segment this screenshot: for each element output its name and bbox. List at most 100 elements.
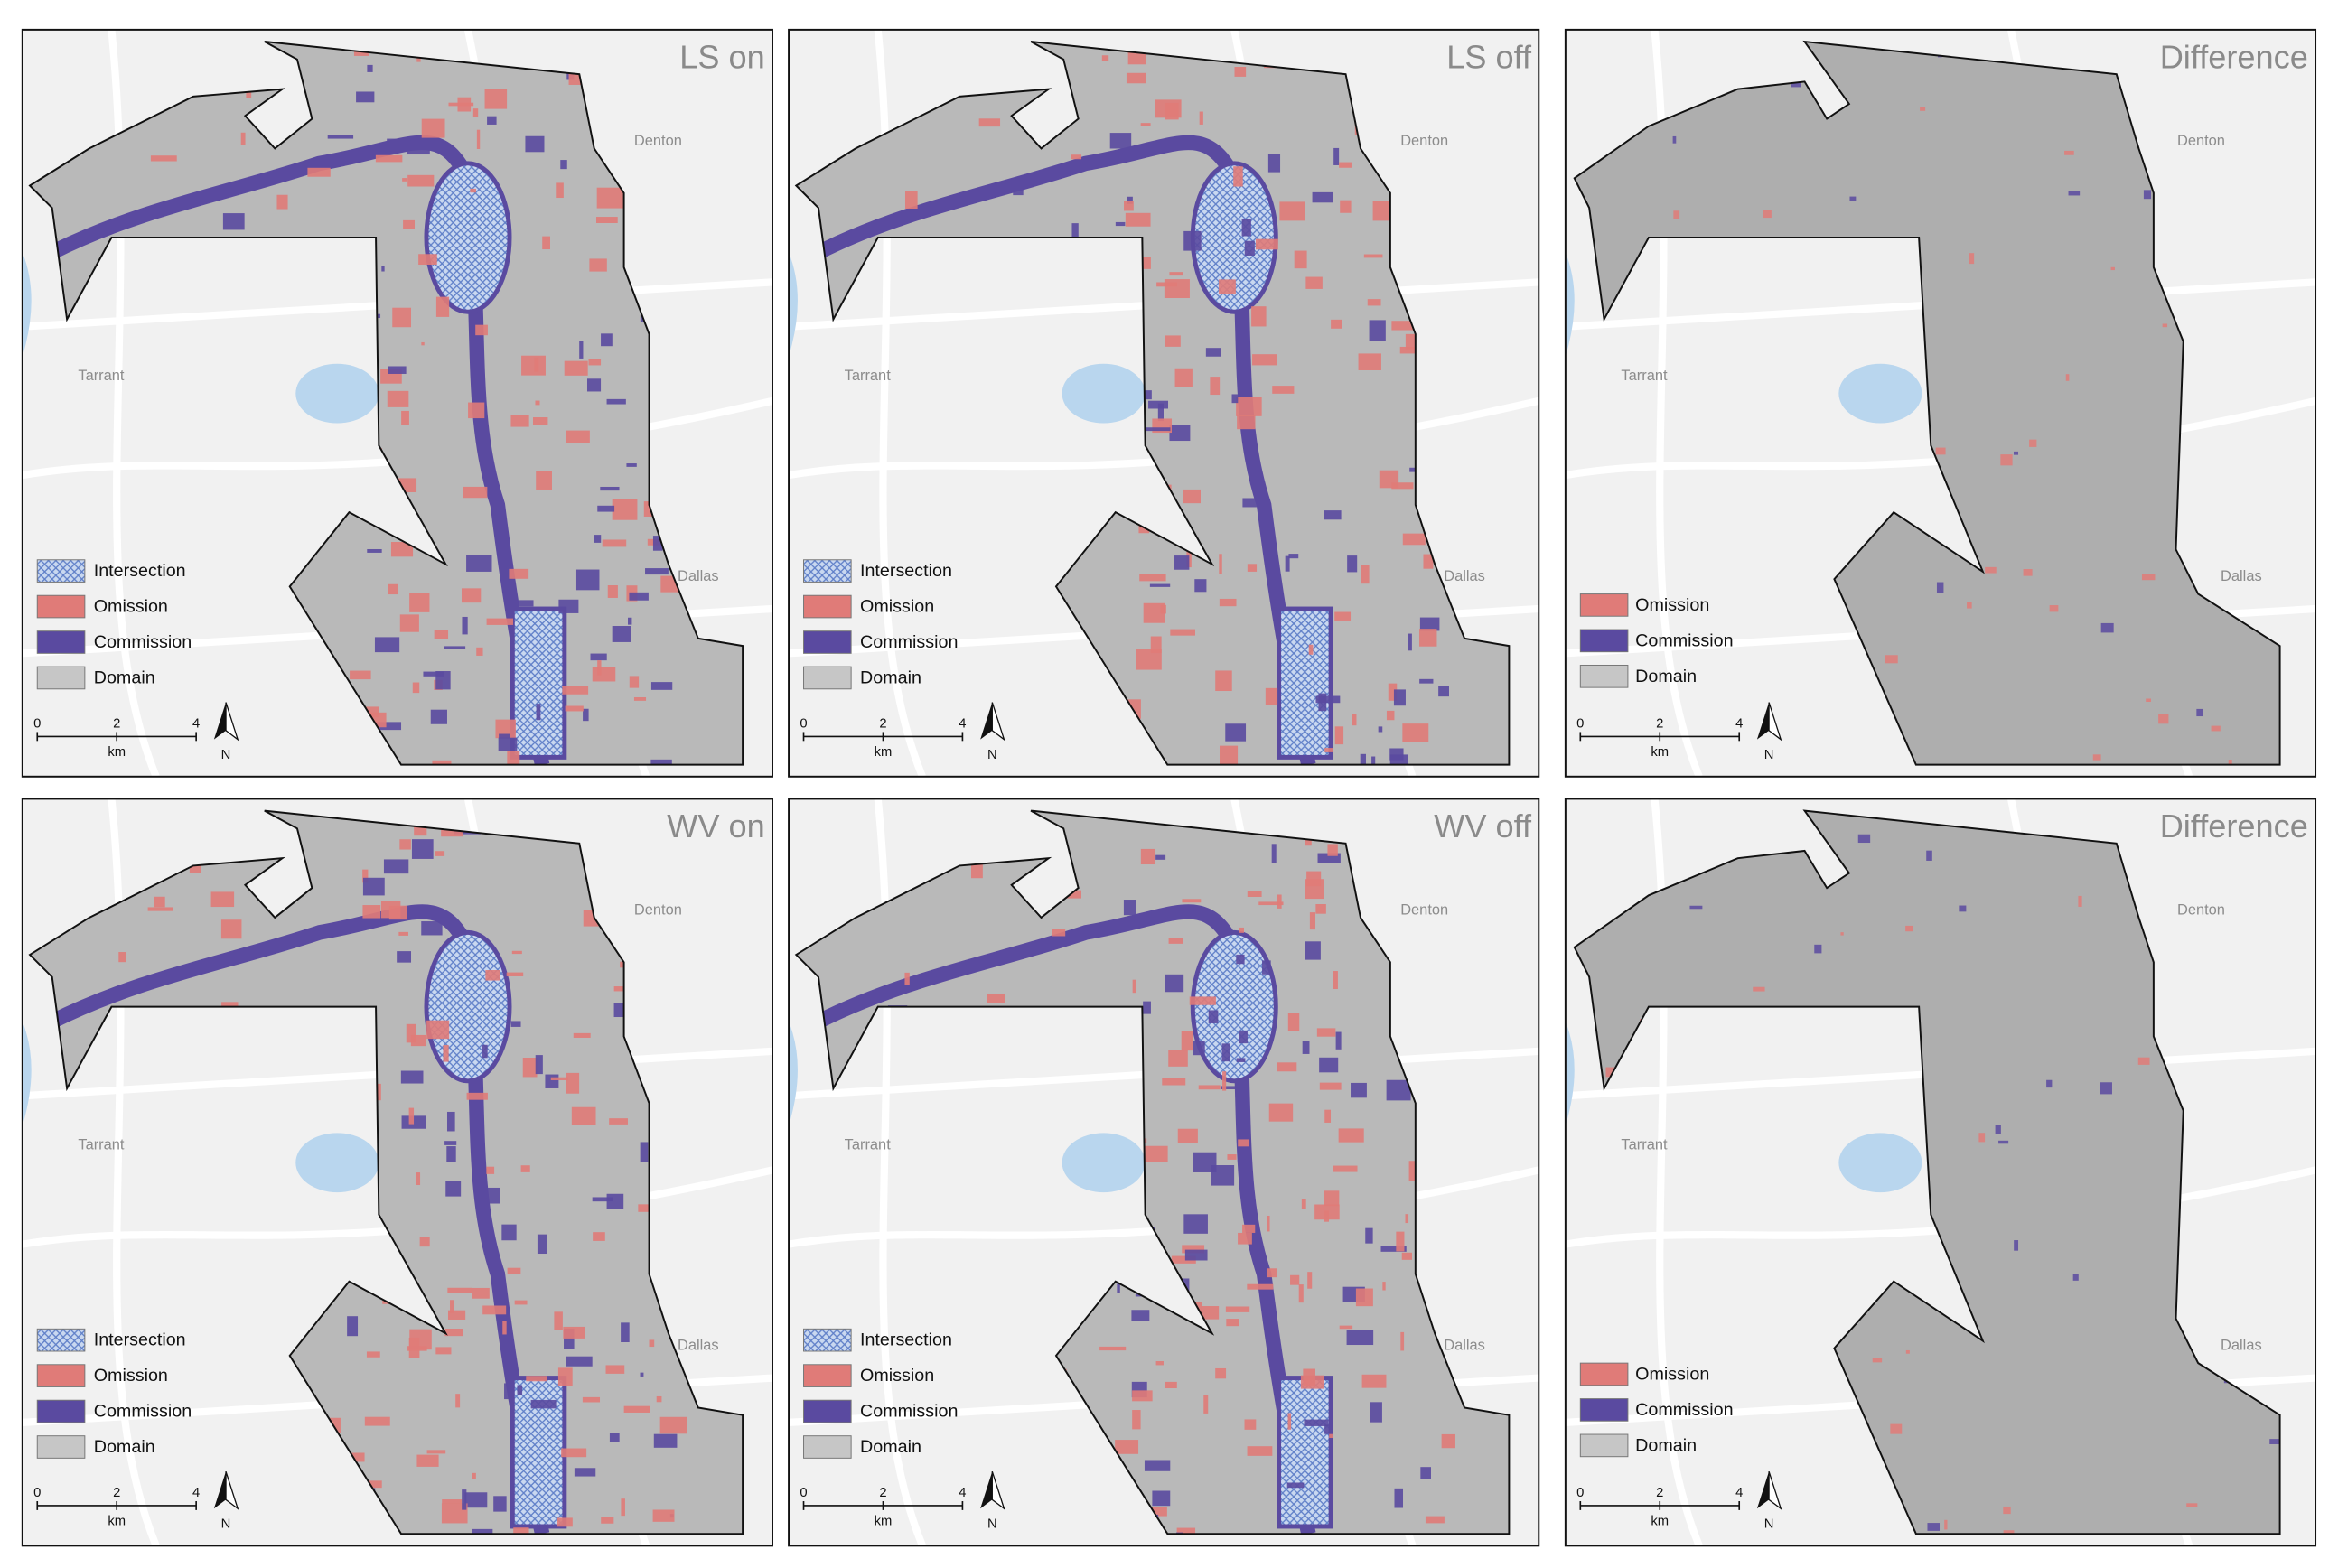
map-panel: Difference Denton Tarrant Dallas Omission Com…: [1564, 798, 2317, 1547]
omission: [1268, 1103, 1294, 1122]
omission: [1401, 1252, 1413, 1260]
legend-label: Intersection: [860, 561, 952, 581]
legend-swatch: [36, 1328, 86, 1352]
commission: [1305, 941, 1321, 960]
legend-swatch: [36, 1435, 86, 1459]
omission: [521, 355, 546, 376]
omission: [1251, 306, 1267, 327]
omission: [596, 217, 618, 223]
commission: [2143, 190, 2152, 200]
omission: [485, 970, 500, 981]
commission: [1302, 1041, 1310, 1054]
legend-label: Commission: [94, 632, 192, 652]
omission: [1183, 489, 1201, 504]
omission: [154, 896, 165, 908]
omission: [593, 1232, 605, 1241]
omission: [1319, 1082, 1342, 1090]
legend-label: Commission: [94, 1402, 192, 1422]
omission: [1170, 629, 1195, 636]
omission: [1101, 55, 1109, 61]
omission: [475, 324, 488, 336]
omission: [1333, 971, 1338, 990]
commission: [1211, 1165, 1235, 1186]
scale-label: 0: [800, 1486, 807, 1500]
omission: [1423, 554, 1434, 569]
commission: [1144, 1460, 1171, 1471]
commission: [1225, 723, 1247, 742]
commission: [1184, 1249, 1208, 1261]
scale-label: 2: [113, 1486, 120, 1500]
omission: [522, 1058, 538, 1078]
county-label: Denton: [634, 902, 682, 919]
omission: [1136, 649, 1162, 670]
commission: [1109, 133, 1132, 149]
commission: [462, 616, 468, 635]
omission: [1242, 1224, 1256, 1233]
commission: [1071, 223, 1079, 239]
omission: [557, 1367, 573, 1386]
omission: [1140, 848, 1155, 865]
intersection: [424, 161, 512, 314]
commission: [564, 1329, 575, 1349]
commission: [590, 653, 607, 661]
commission: [1164, 974, 1184, 993]
omission: [649, 1339, 655, 1348]
commission: [1419, 617, 1440, 631]
commission: [574, 1468, 596, 1477]
commission: [1148, 400, 1169, 409]
omission: [904, 972, 910, 985]
omission: [1132, 979, 1136, 994]
omission: [550, 1077, 568, 1081]
omission: [1150, 636, 1162, 654]
commission: [2100, 622, 2114, 633]
omission: [1267, 1268, 1277, 1278]
north-arrow: [991, 1470, 1005, 1511]
omission: [1237, 415, 1256, 430]
commission: [466, 555, 492, 572]
commission: [493, 1496, 507, 1512]
scale-label: 2: [1656, 1486, 1663, 1500]
panel-frame: [1564, 798, 2317, 1547]
county-label: Dallas: [678, 568, 719, 584]
omission: [1236, 397, 1262, 416]
commission: [375, 722, 402, 731]
intersection: [510, 606, 567, 760]
commission: [535, 1055, 543, 1075]
intersection: [1277, 606, 1333, 760]
omission: [526, 1376, 547, 1382]
omission: [629, 676, 640, 688]
omission: [1201, 1306, 1220, 1320]
domain-outline: [794, 809, 1511, 1535]
commission: [445, 1181, 462, 1197]
omission: [210, 891, 235, 908]
omission: [1258, 901, 1284, 906]
omission: [1324, 1109, 1332, 1123]
commission: [1221, 1086, 1241, 1089]
omission: [557, 1517, 573, 1527]
omission: [1247, 1283, 1274, 1290]
omission: [1287, 1013, 1300, 1031]
omission: [534, 357, 539, 372]
omission: [582, 1396, 601, 1403]
lake-edge: [22, 252, 32, 357]
omission: [602, 539, 627, 547]
commission: [2100, 1082, 2112, 1095]
omission: [421, 341, 425, 346]
commission: [2196, 708, 2203, 717]
commission: [446, 1111, 455, 1132]
omission: [573, 1032, 591, 1038]
omission: [1164, 102, 1179, 120]
commission: [1378, 726, 1383, 733]
omission: [403, 219, 416, 229]
commission: [387, 138, 411, 143]
omission: [486, 618, 514, 625]
commission: [586, 378, 602, 392]
county-label: Tarrant: [78, 368, 125, 384]
omission: [607, 585, 618, 598]
omission: [1272, 386, 1295, 394]
omission: [388, 583, 398, 595]
omission: [1247, 1446, 1273, 1456]
commission: [2072, 1274, 2079, 1281]
scale-label: 4: [959, 717, 966, 732]
north-arrow: [1768, 1470, 1782, 1511]
